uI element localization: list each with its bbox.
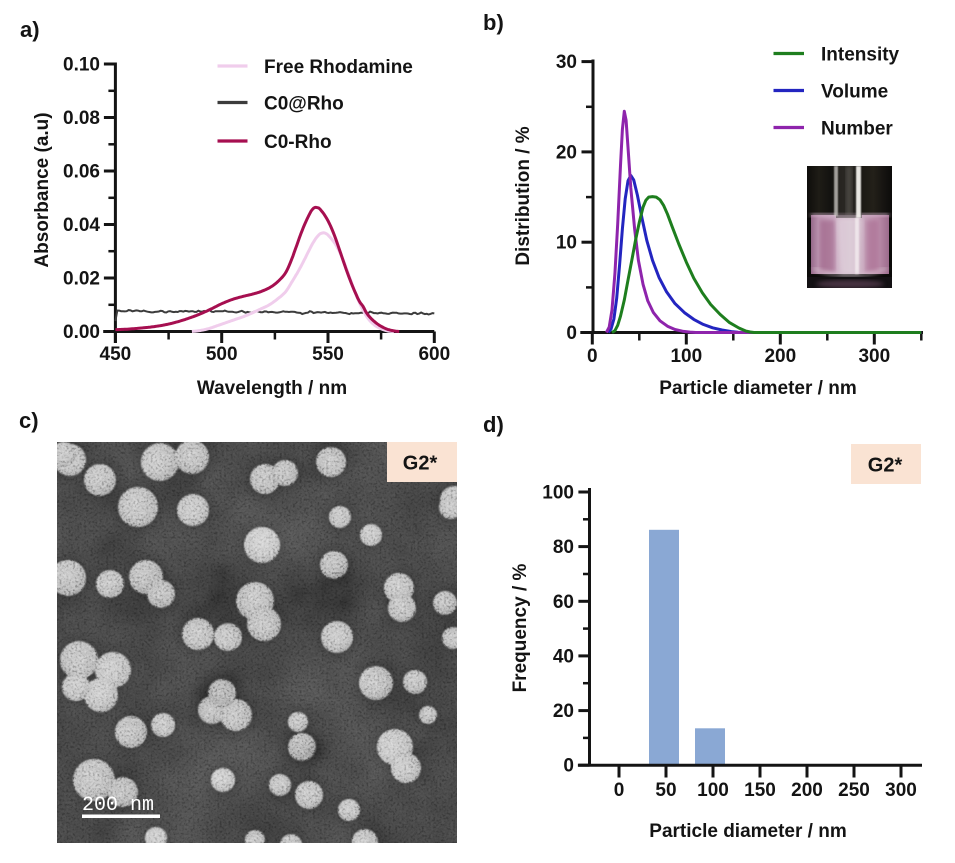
- svg-text:Intensity: Intensity: [821, 45, 900, 66]
- svg-text:0: 0: [614, 780, 625, 801]
- svg-text:200: 200: [791, 780, 823, 801]
- svg-text:10: 10: [556, 233, 577, 254]
- svg-text:C0@Rho: C0@Rho: [264, 94, 344, 115]
- svg-text:20: 20: [556, 142, 577, 163]
- svg-text:200: 200: [764, 346, 796, 367]
- svg-text:250: 250: [838, 780, 870, 801]
- svg-text:450: 450: [100, 344, 132, 365]
- svg-text:20: 20: [553, 701, 574, 722]
- svg-text:200 nm: 200 nm: [82, 794, 154, 817]
- svg-text:d): d): [483, 412, 504, 437]
- svg-text:600: 600: [418, 344, 450, 365]
- svg-text:40: 40: [553, 646, 574, 667]
- svg-text:b): b): [483, 10, 504, 35]
- svg-text:Distribution / %: Distribution / %: [513, 126, 534, 265]
- svg-text:Particle diameter / nm: Particle diameter / nm: [659, 378, 856, 399]
- svg-text:Wavelength / nm: Wavelength / nm: [197, 378, 347, 399]
- svg-text:G2*: G2*: [403, 453, 438, 475]
- svg-text:C0-Rho: C0-Rho: [264, 132, 332, 153]
- svg-text:50: 50: [655, 780, 676, 801]
- svg-text:300: 300: [885, 780, 917, 801]
- svg-text:100: 100: [542, 483, 574, 504]
- svg-text:30: 30: [556, 52, 577, 73]
- svg-text:550: 550: [312, 344, 344, 365]
- svg-text:0: 0: [563, 756, 574, 777]
- svg-text:100: 100: [670, 346, 702, 367]
- svg-text:Particle diameter / nm: Particle diameter / nm: [649, 821, 846, 842]
- svg-text:a): a): [20, 17, 40, 42]
- svg-text:0: 0: [566, 323, 577, 344]
- svg-text:100: 100: [697, 780, 729, 801]
- svg-text:60: 60: [553, 592, 574, 613]
- svg-text:Number: Number: [821, 119, 893, 140]
- svg-text:c): c): [19, 408, 39, 433]
- svg-text:0.10: 0.10: [63, 55, 100, 76]
- svg-text:150: 150: [744, 780, 776, 801]
- svg-text:Absorbance (a.u): Absorbance (a.u): [32, 112, 53, 267]
- svg-text:Volume: Volume: [821, 82, 888, 103]
- svg-text:0.04: 0.04: [63, 215, 100, 236]
- svg-text:0.00: 0.00: [63, 322, 100, 343]
- svg-text:Frequency / %: Frequency / %: [510, 563, 531, 692]
- svg-text:G2*: G2*: [868, 455, 903, 477]
- svg-text:0.08: 0.08: [63, 108, 100, 129]
- svg-text:0.02: 0.02: [63, 269, 100, 290]
- svg-text:0: 0: [587, 346, 598, 367]
- svg-text:300: 300: [858, 346, 890, 367]
- svg-text:500: 500: [206, 344, 238, 365]
- svg-text:0.06: 0.06: [63, 162, 100, 183]
- svg-text:Free Rhodamine: Free Rhodamine: [264, 57, 413, 78]
- svg-text:80: 80: [553, 537, 574, 558]
